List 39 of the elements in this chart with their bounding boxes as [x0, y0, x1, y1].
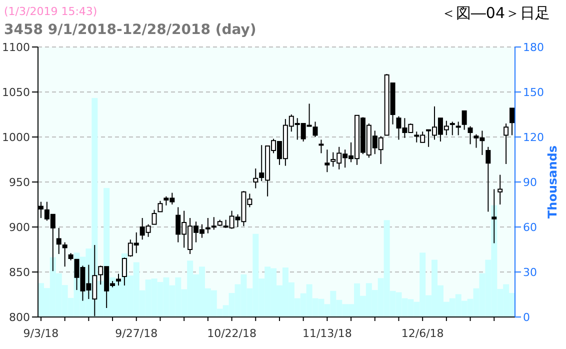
candlestick: [253, 168, 258, 189]
candlestick: [324, 149, 330, 173]
y-tick-label: 1000: [2, 130, 30, 144]
y2-tick-label: 30: [523, 266, 537, 279]
x-tick-label: 11/13/18: [302, 327, 352, 340]
candlestick: [456, 121, 461, 136]
y2-tick-label: 0: [523, 310, 530, 324]
x-tick-label: 9/3/18: [23, 327, 59, 340]
candlestick: [318, 139, 324, 154]
y-tick-label: 1100: [2, 40, 30, 54]
candlestick: [498, 174, 503, 205]
x-tick-label: 9/27/18: [115, 327, 158, 340]
y2-axis-title: Thousands: [545, 145, 560, 219]
candlestick: [158, 200, 163, 212]
candlestick: [450, 121, 455, 136]
candlestick: [211, 216, 216, 230]
y2-tick-label: 60: [523, 220, 537, 234]
candlestick: [462, 110, 467, 130]
y2-tick-label: 150: [523, 86, 544, 99]
candlestick: [504, 123, 509, 164]
y-tick-label: 1050: [2, 86, 30, 99]
chart-title: 3458 9/1/2018-12/28/2018 (day): [4, 22, 256, 38]
x-tick-label: 10/22/18: [207, 327, 256, 340]
y-tick-label: 800: [9, 310, 30, 324]
y-tick-label: 950: [9, 176, 30, 189]
text: ＜図―04＞日足: [440, 4, 550, 23]
text: (1/3/2019 15:43): [4, 5, 98, 18]
y2-tick-label: 120: [523, 130, 544, 144]
candlestick: [152, 209, 157, 225]
y-tick-label: 900: [9, 220, 30, 234]
candlestick: [486, 146, 491, 212]
x-tick-label: 12/6/18: [401, 327, 444, 340]
y-tick-label: 850: [9, 266, 30, 279]
y2-tick-label: 180: [523, 40, 544, 54]
candlestick: [62, 242, 68, 268]
candlestick: [468, 126, 473, 145]
candlestick: [56, 227, 62, 254]
candlestick: [510, 108, 515, 136]
y2-tick-label: 90: [523, 176, 537, 189]
